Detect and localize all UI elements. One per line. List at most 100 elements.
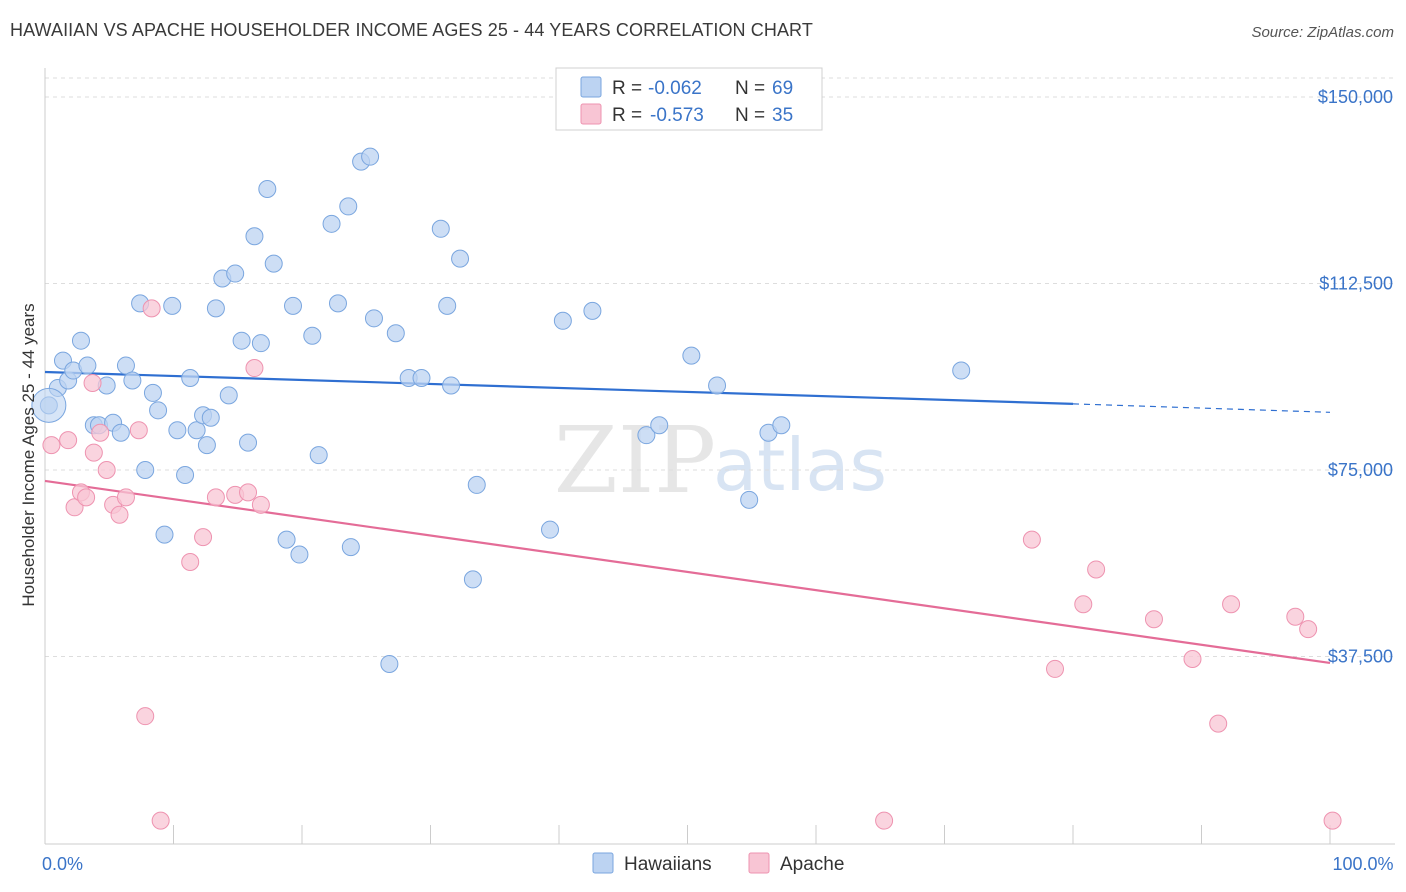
- hawaiians-point-22: [181, 368, 200, 387]
- apache-point-4: [83, 373, 102, 392]
- hawaiians-point-52: [412, 368, 431, 387]
- hawaiians-point-66: [740, 490, 759, 509]
- hawaiians-point-44: [339, 197, 358, 216]
- data-points: [31, 147, 1342, 830]
- hawaiians-point-13: [123, 371, 142, 390]
- y-tick-label-0: $150,000: [1318, 87, 1393, 107]
- apache-point-25: [1087, 560, 1106, 579]
- hawaiians-point-36: [264, 254, 283, 273]
- apache-point-18: [239, 483, 258, 502]
- tick-labels: $150,000 $112,500 $75,000 $37,500 0.0% 100.0%: [42, 87, 1394, 874]
- apache-point-10: [116, 488, 135, 507]
- hawaiians-point-27: [206, 299, 225, 318]
- hawaiians-point-39: [290, 545, 309, 564]
- hawaiians-point-21: [176, 465, 195, 484]
- hawaiians-point-12: [116, 356, 135, 375]
- hawaiians-point-58: [467, 475, 486, 494]
- chart-title: HAWAIIAN VS APACHE HOUSEHOLDER INCOME AG…: [10, 20, 813, 40]
- hawaiians-point-43: [328, 294, 347, 313]
- apache-point-0: [59, 431, 78, 450]
- apache-point-33: [151, 811, 170, 830]
- legend-r-label-2: R =: [612, 105, 642, 126]
- hawaiians-point-6: [78, 356, 97, 375]
- hawaiians-point-56: [451, 249, 470, 268]
- hawaiians-point-53: [431, 219, 450, 238]
- hawaiians-point-47: [361, 147, 380, 166]
- hawaiians-point-62: [637, 426, 656, 445]
- apache-point-6: [91, 423, 110, 442]
- hawaiians-point-33: [245, 227, 264, 246]
- hawaiians-point-5: [71, 331, 90, 350]
- legend-r-value-hawaiians: -0.062: [648, 78, 702, 99]
- apache-point-3: [77, 488, 96, 507]
- apache-point-20: [251, 495, 270, 514]
- apache-point-23: [1046, 659, 1065, 678]
- apache-point-19: [245, 359, 264, 378]
- apache-point-30: [1286, 607, 1305, 626]
- apache-point-5: [84, 443, 103, 462]
- y-axis-label: Householder Income Ages 25 - 44 years: [19, 303, 38, 606]
- x-tick-label-1: 100.0%: [1332, 854, 1393, 874]
- apache-point-16: [206, 488, 225, 507]
- apache-point-24: [1074, 595, 1093, 614]
- hawaiians-point-54: [438, 296, 457, 315]
- hawaiians-point-57: [463, 570, 482, 589]
- watermark-zip: ZIP: [554, 407, 716, 514]
- hawaiians-point-19: [163, 296, 182, 315]
- apache-point-29: [1222, 595, 1241, 614]
- apache-point-31: [1299, 620, 1318, 639]
- hawaiians-point-69: [952, 361, 971, 380]
- source-label: Source: ZipAtlas.com: [1251, 24, 1394, 41]
- apache-point-15: [194, 528, 213, 547]
- hawaiians-point-30: [226, 264, 245, 283]
- hawaiians-point-26: [201, 408, 220, 427]
- hawaiians-point-16: [143, 383, 162, 402]
- hawaiians-point-37: [277, 530, 296, 549]
- y-tick-label-1: $112,500: [1319, 274, 1393, 294]
- apache-point-12: [136, 707, 155, 726]
- hawaiians-point-20: [168, 421, 187, 440]
- x-tick-label-0: 0.0%: [42, 854, 83, 874]
- apache-point-9: [110, 505, 129, 524]
- hawaiians-point-15: [136, 461, 155, 479]
- apache-point-26: [1144, 610, 1163, 629]
- apache-point-13: [142, 299, 161, 318]
- hawaiians-point-40: [303, 326, 322, 345]
- hawaiians-point-18: [155, 525, 174, 544]
- hawaiians-point-38: [284, 296, 303, 315]
- hawaiians-point-31: [232, 331, 251, 350]
- bottom-legend-hawaiians: Hawaiians: [624, 854, 712, 875]
- hawaiians-point-60: [553, 311, 572, 330]
- apache-point-1: [65, 498, 84, 517]
- y-tick-label-3: $37,500: [1328, 647, 1393, 667]
- bottom-legend-apache: Apache: [780, 854, 844, 875]
- hawaiians-point-63: [650, 416, 669, 435]
- legend-swatch-apache: [580, 103, 602, 125]
- hawaiians-point-65: [708, 376, 727, 395]
- hawaiians-point-45: [341, 538, 360, 557]
- hawaiians-point-61: [583, 301, 602, 320]
- series-legend: Hawaiians Apache: [592, 852, 844, 875]
- apache-point-21: [875, 811, 894, 830]
- hawaiians-point-42: [322, 214, 341, 233]
- apache-point-34: [42, 436, 61, 455]
- hawaiians-trend-extension: [1072, 403, 1331, 413]
- hawaiians-trend-line: [44, 370, 1074, 405]
- legend-n-label-2: N =: [735, 105, 765, 126]
- apache-point-27: [1183, 649, 1202, 668]
- hawaiians-point-49: [380, 654, 399, 673]
- hawaiians-point-25: [197, 436, 216, 455]
- axes: [44, 68, 1395, 845]
- hawaiians-point-55: [442, 376, 461, 395]
- hawaiians-point-35: [258, 180, 277, 199]
- hawaiians-point-23: [187, 421, 206, 440]
- hawaiians-point-59: [541, 520, 560, 539]
- hawaiians-point-17: [149, 401, 168, 420]
- apache-point-11: [129, 421, 148, 440]
- hawaiians-cluster-point: [31, 387, 67, 423]
- hawaiians-point-41: [309, 446, 328, 465]
- legend-n-value-hawaiians: 69: [772, 78, 793, 99]
- apache-point-32: [1323, 811, 1342, 830]
- hawaiians-point-29: [219, 386, 238, 405]
